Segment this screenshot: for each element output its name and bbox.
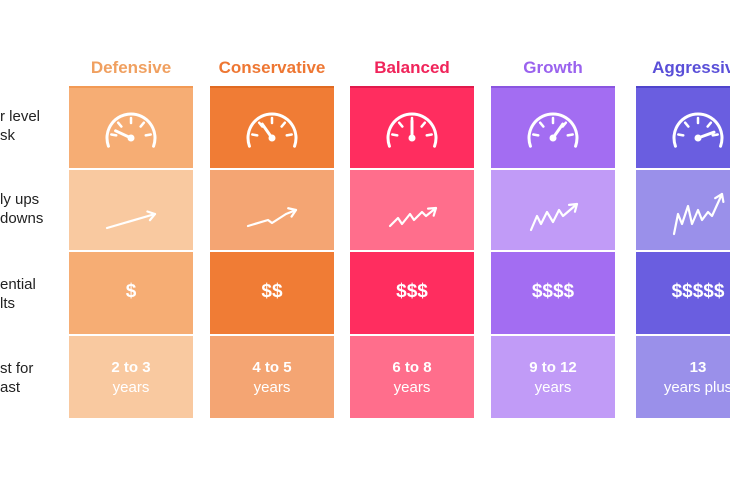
horizon-value: 9 to 12 <box>529 359 577 376</box>
row-label: ential <box>0 276 36 293</box>
cell <box>210 252 334 334</box>
cell <box>636 88 730 168</box>
potential-value: $$$$$ <box>671 281 725 302</box>
gauge-icon <box>105 112 157 148</box>
column-header: Defensive <box>90 58 172 77</box>
cell <box>210 88 334 168</box>
trend-icon <box>246 207 298 228</box>
cell <box>350 336 474 418</box>
cell <box>491 88 615 168</box>
gauge-icon <box>527 112 579 148</box>
horizon-unit: years <box>393 379 431 396</box>
horizon-value: 6 to 8 <box>392 359 432 376</box>
horizon-unit: years plus <box>663 379 730 396</box>
trend-icon <box>388 206 438 228</box>
cell <box>69 170 193 250</box>
potential-value: $ <box>125 281 137 302</box>
row-label: downs <box>0 210 44 227</box>
cell <box>636 252 730 334</box>
cell <box>636 336 730 418</box>
cell <box>350 170 474 250</box>
gauge-icon <box>386 112 438 148</box>
header-rule <box>491 86 615 89</box>
gauge-icon <box>672 112 724 148</box>
row-label: sk <box>0 127 15 144</box>
column-header: Conservative <box>218 58 326 77</box>
potential-value: $$$ <box>396 281 428 302</box>
horizon-value: 4 to 5 <box>252 359 292 376</box>
header-rule <box>69 86 193 89</box>
horizon-unit: years <box>112 379 150 396</box>
horizon-value: 2 to 3 <box>111 359 151 376</box>
cell <box>350 252 474 334</box>
row-label: r level <box>0 108 41 125</box>
column-header: Balanced <box>374 58 450 77</box>
cell <box>491 252 615 334</box>
cell <box>69 252 193 334</box>
trend-icon <box>672 192 725 236</box>
gauge-icon <box>246 112 298 148</box>
trend-icon <box>105 210 157 230</box>
header-rule <box>636 86 730 89</box>
cell <box>491 170 615 250</box>
row-label: lts <box>0 295 15 312</box>
cell <box>491 336 615 418</box>
row-label: ast <box>0 379 21 396</box>
cell <box>210 336 334 418</box>
horizon-unit: years <box>534 379 572 396</box>
horizon-value: 13 <box>689 359 707 376</box>
trend-icon <box>529 202 579 232</box>
cell <box>69 336 193 418</box>
cell <box>210 170 334 250</box>
potential-value: $$$$ <box>531 281 575 302</box>
column-header: Growth <box>523 58 583 77</box>
column-header: Aggressive <box>652 58 730 77</box>
potential-value: $$ <box>261 281 283 302</box>
row-label: ly ups <box>0 191 40 208</box>
header-rule <box>350 86 474 89</box>
row-label: st for <box>0 360 34 377</box>
header-rule <box>210 86 334 89</box>
horizon-unit: years <box>253 379 291 396</box>
cell <box>69 88 193 168</box>
